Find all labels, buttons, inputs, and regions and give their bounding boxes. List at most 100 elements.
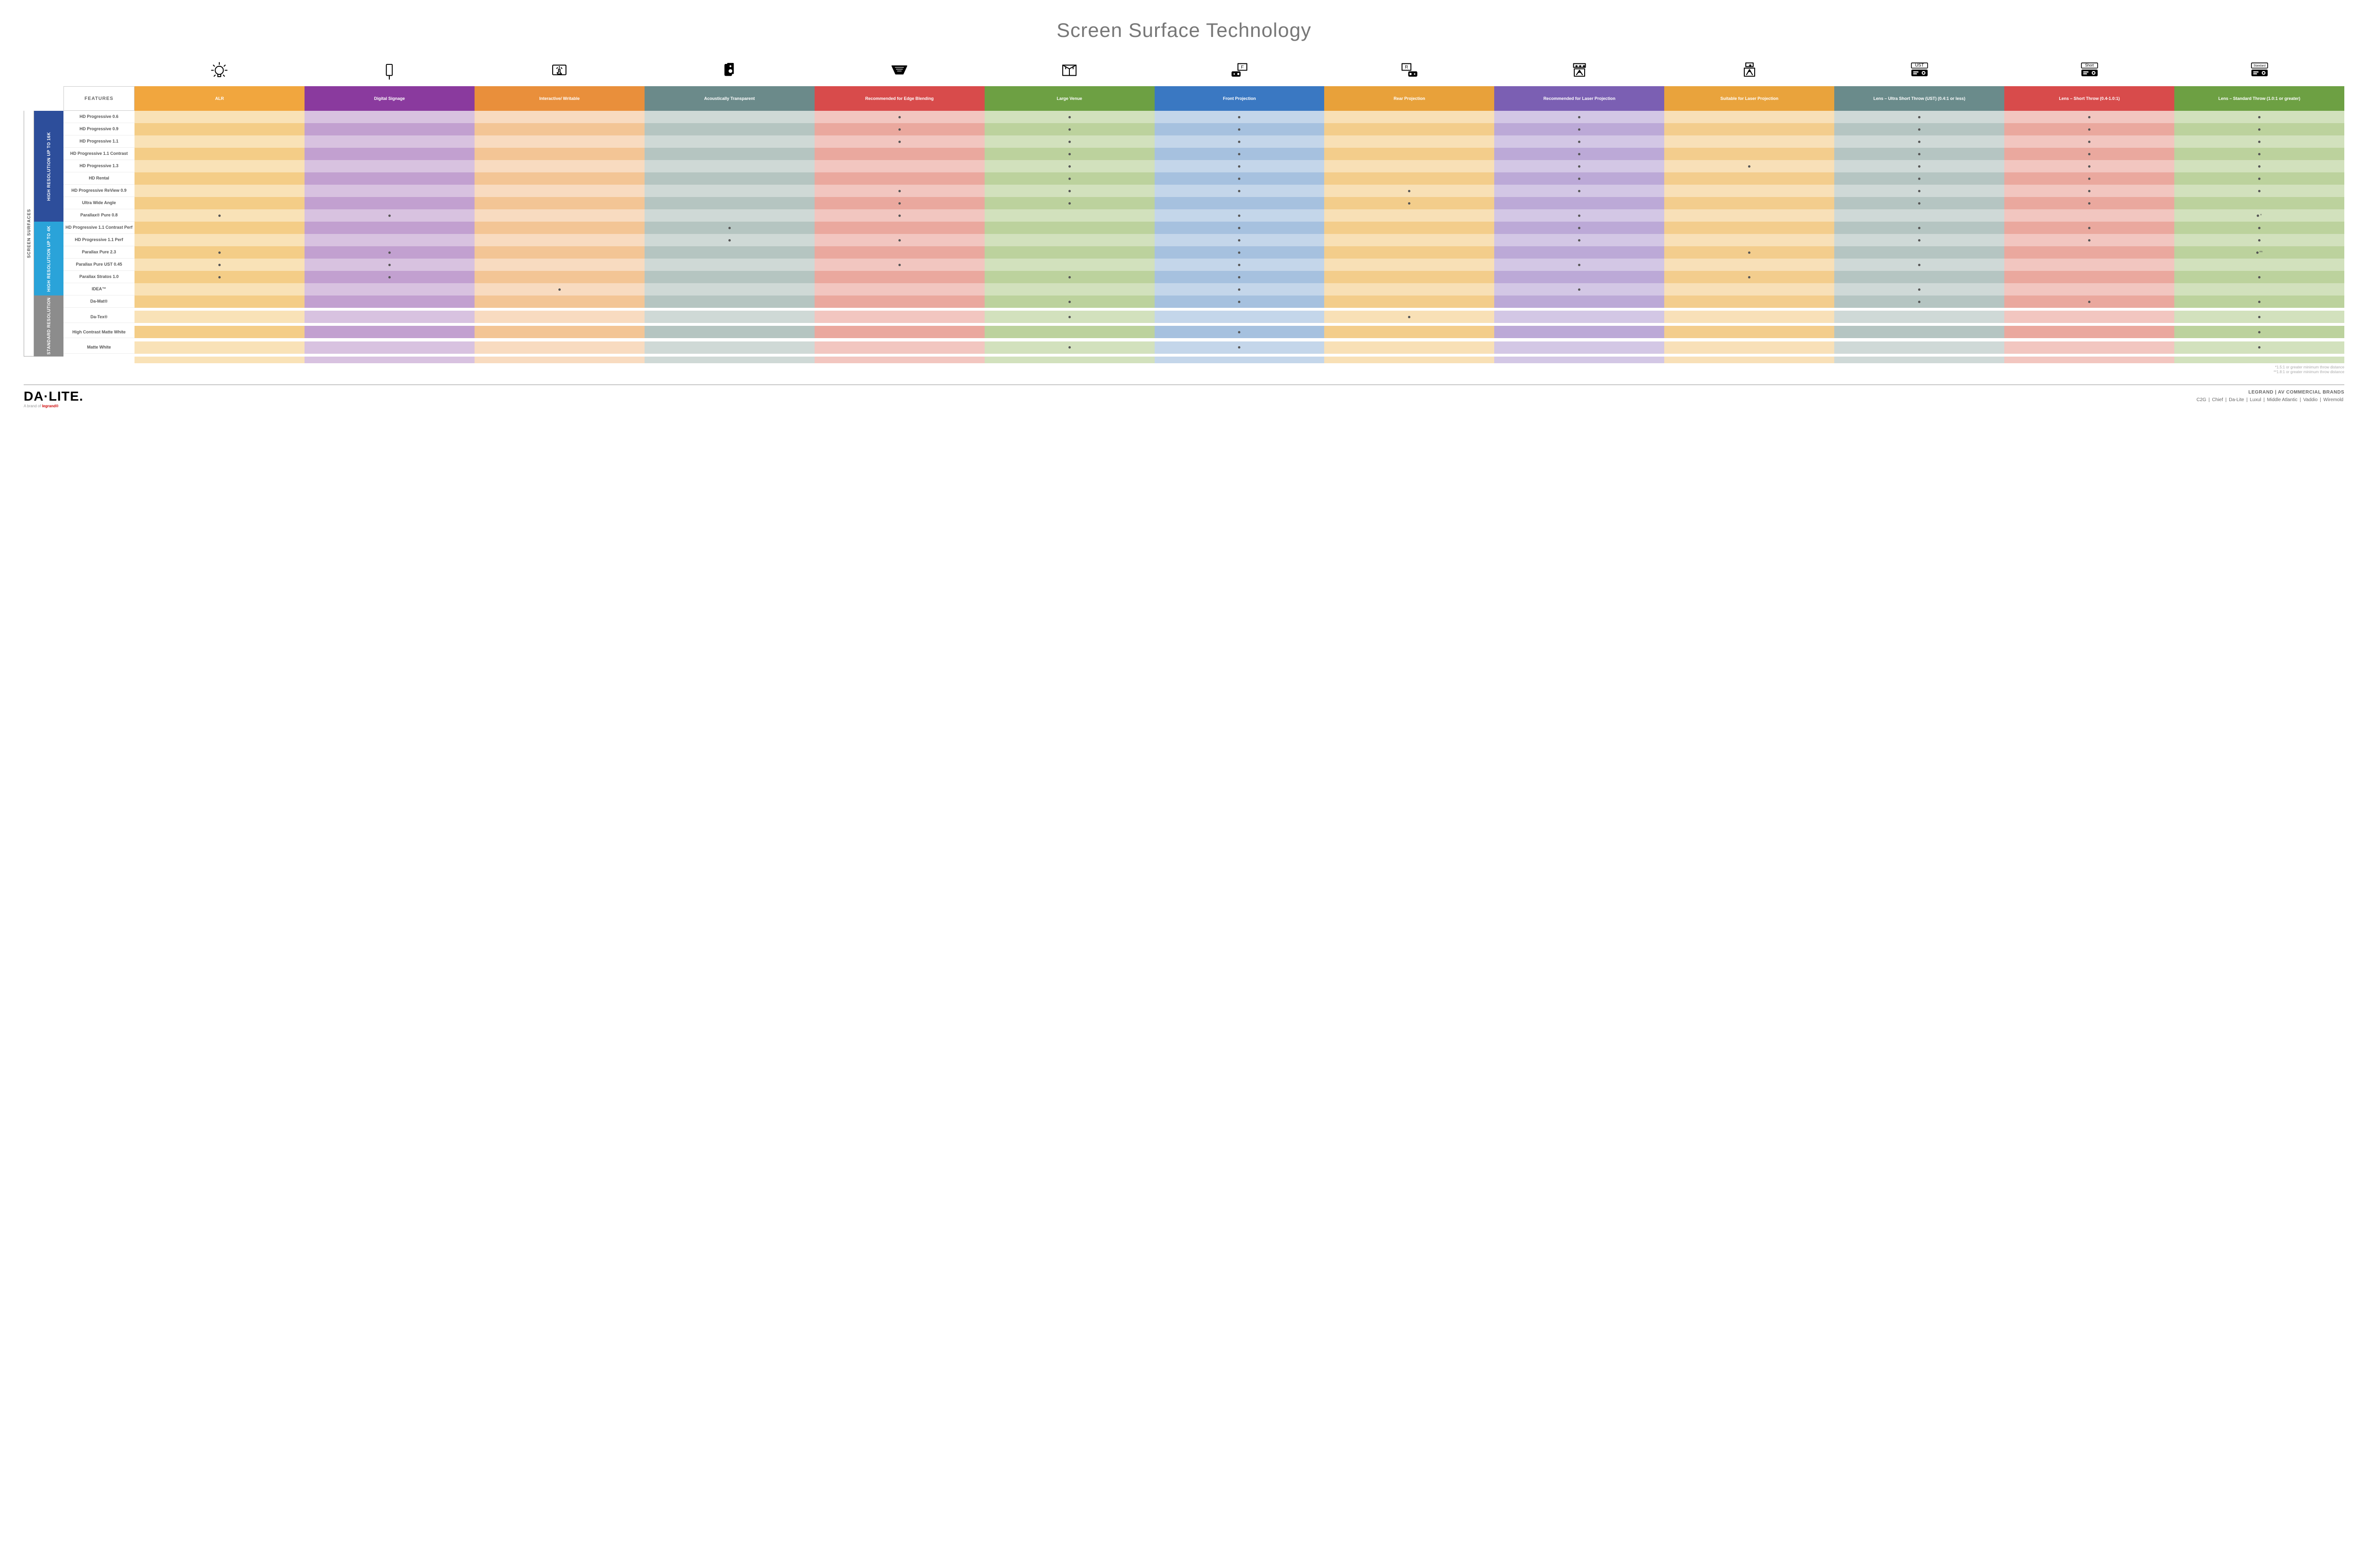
data-cell bbox=[815, 326, 985, 338]
data-cell bbox=[1664, 209, 1834, 222]
comparison-table: FRUSTShortStandardFEATURESALRDigital Sig… bbox=[24, 56, 2344, 363]
data-cell: ** bbox=[2174, 246, 2344, 259]
std-icon: Standard bbox=[2174, 56, 2344, 86]
row-name: HD Progressive 1.1 Perf bbox=[63, 234, 135, 246]
data-cell bbox=[2004, 111, 2174, 123]
data-cell bbox=[475, 259, 645, 271]
data-cell bbox=[1494, 246, 1664, 259]
data-cell bbox=[1324, 209, 1494, 222]
row-name: HD Progressive 1.3 bbox=[63, 160, 135, 172]
data-cell bbox=[645, 185, 815, 197]
page-title: Screen Surface Technology bbox=[24, 19, 2344, 42]
data-cell bbox=[1664, 172, 1834, 185]
data-cell bbox=[475, 311, 645, 323]
venue-icon bbox=[985, 56, 1155, 86]
data-cell bbox=[1155, 148, 1325, 160]
row-name: HD Rental bbox=[63, 172, 135, 185]
data-cell bbox=[1494, 341, 1664, 354]
data-cell bbox=[815, 283, 985, 296]
data-cell bbox=[2174, 123, 2344, 135]
data-cell bbox=[985, 197, 1155, 209]
data-cell bbox=[1834, 283, 2004, 296]
data-cell bbox=[305, 222, 475, 234]
data-cell bbox=[1664, 259, 1834, 271]
data-cell bbox=[135, 283, 305, 296]
data-cell bbox=[475, 209, 645, 222]
row-name: Ultra Wide Angle bbox=[63, 197, 135, 209]
data-cell bbox=[1834, 234, 2004, 246]
column-header: Lens – Standard Throw (1.0:1 or greater) bbox=[2174, 86, 2344, 111]
data-cell bbox=[1324, 160, 1494, 172]
data-cell bbox=[815, 172, 985, 185]
data-cell bbox=[985, 111, 1155, 123]
data-cell bbox=[1834, 259, 2004, 271]
svg-text:Standard: Standard bbox=[2253, 64, 2266, 68]
data-cell bbox=[305, 148, 475, 160]
data-cell bbox=[475, 123, 645, 135]
data-cell bbox=[645, 135, 815, 148]
data-cell bbox=[1494, 209, 1664, 222]
data-cell bbox=[135, 185, 305, 197]
data-cell bbox=[2174, 259, 2344, 271]
data-cell bbox=[2004, 234, 2174, 246]
data-cell bbox=[135, 123, 305, 135]
data-cell bbox=[1834, 111, 2004, 123]
data-cell bbox=[2004, 148, 2174, 160]
brands-headline: LEGRAND | AV COMMERCIAL BRANDS bbox=[2196, 389, 2344, 396]
data-cell bbox=[1664, 246, 1834, 259]
data-cell bbox=[1494, 111, 1664, 123]
row-name: IDEA™ bbox=[63, 283, 135, 296]
data-cell bbox=[1324, 326, 1494, 338]
data-cell bbox=[305, 341, 475, 354]
data-cell bbox=[815, 246, 985, 259]
row-name: HD Progressive 1.1 Contrast bbox=[63, 148, 135, 160]
data-cell bbox=[985, 234, 1155, 246]
data-cell bbox=[1324, 234, 1494, 246]
data-cell bbox=[475, 326, 645, 338]
data-cell bbox=[815, 341, 985, 354]
data-cell bbox=[1834, 296, 2004, 308]
data-cell bbox=[985, 123, 1155, 135]
data-cell bbox=[1834, 209, 2004, 222]
data-cell bbox=[1324, 341, 1494, 354]
data-cell bbox=[1155, 111, 1325, 123]
svg-text:UST: UST bbox=[1915, 63, 1924, 68]
data-cell bbox=[2174, 271, 2344, 283]
data-cell bbox=[2004, 172, 2174, 185]
data-cell bbox=[985, 135, 1155, 148]
data-cell bbox=[475, 197, 645, 209]
data-cell bbox=[1155, 283, 1325, 296]
data-cell: * bbox=[2174, 209, 2344, 222]
data-cell bbox=[815, 259, 985, 271]
side-label-group: HIGH RESOLUTION UP TO 4K bbox=[34, 222, 63, 296]
data-cell bbox=[815, 234, 985, 246]
data-cell bbox=[1834, 341, 2004, 354]
data-cell bbox=[305, 185, 475, 197]
data-cell bbox=[1834, 246, 2004, 259]
data-cell bbox=[1155, 259, 1325, 271]
row-name: Parallax® Pure 0.8 bbox=[63, 209, 135, 222]
data-cell bbox=[475, 160, 645, 172]
row-name: HD Progressive 0.6 bbox=[63, 111, 135, 123]
bulb-icon bbox=[135, 56, 305, 86]
data-cell bbox=[645, 341, 815, 354]
logo-main: DA·LITE. bbox=[24, 389, 83, 404]
data-cell bbox=[1324, 283, 1494, 296]
data-cell bbox=[2004, 160, 2174, 172]
row-name: Da-Tex® bbox=[63, 311, 135, 323]
data-cell bbox=[1834, 172, 2004, 185]
data-cell bbox=[135, 111, 305, 123]
data-cell bbox=[1324, 311, 1494, 323]
data-cell bbox=[1494, 222, 1664, 234]
data-cell bbox=[1494, 326, 1664, 338]
column-header: Recommended for Laser Projection bbox=[1494, 86, 1664, 111]
data-cell bbox=[1664, 283, 1834, 296]
data-cell bbox=[135, 222, 305, 234]
data-cell bbox=[2004, 123, 2174, 135]
data-cell bbox=[1664, 326, 1834, 338]
data-cell bbox=[1664, 311, 1834, 323]
data-cell bbox=[135, 197, 305, 209]
data-cell bbox=[475, 271, 645, 283]
data-cell bbox=[305, 209, 475, 222]
data-cell bbox=[305, 172, 475, 185]
